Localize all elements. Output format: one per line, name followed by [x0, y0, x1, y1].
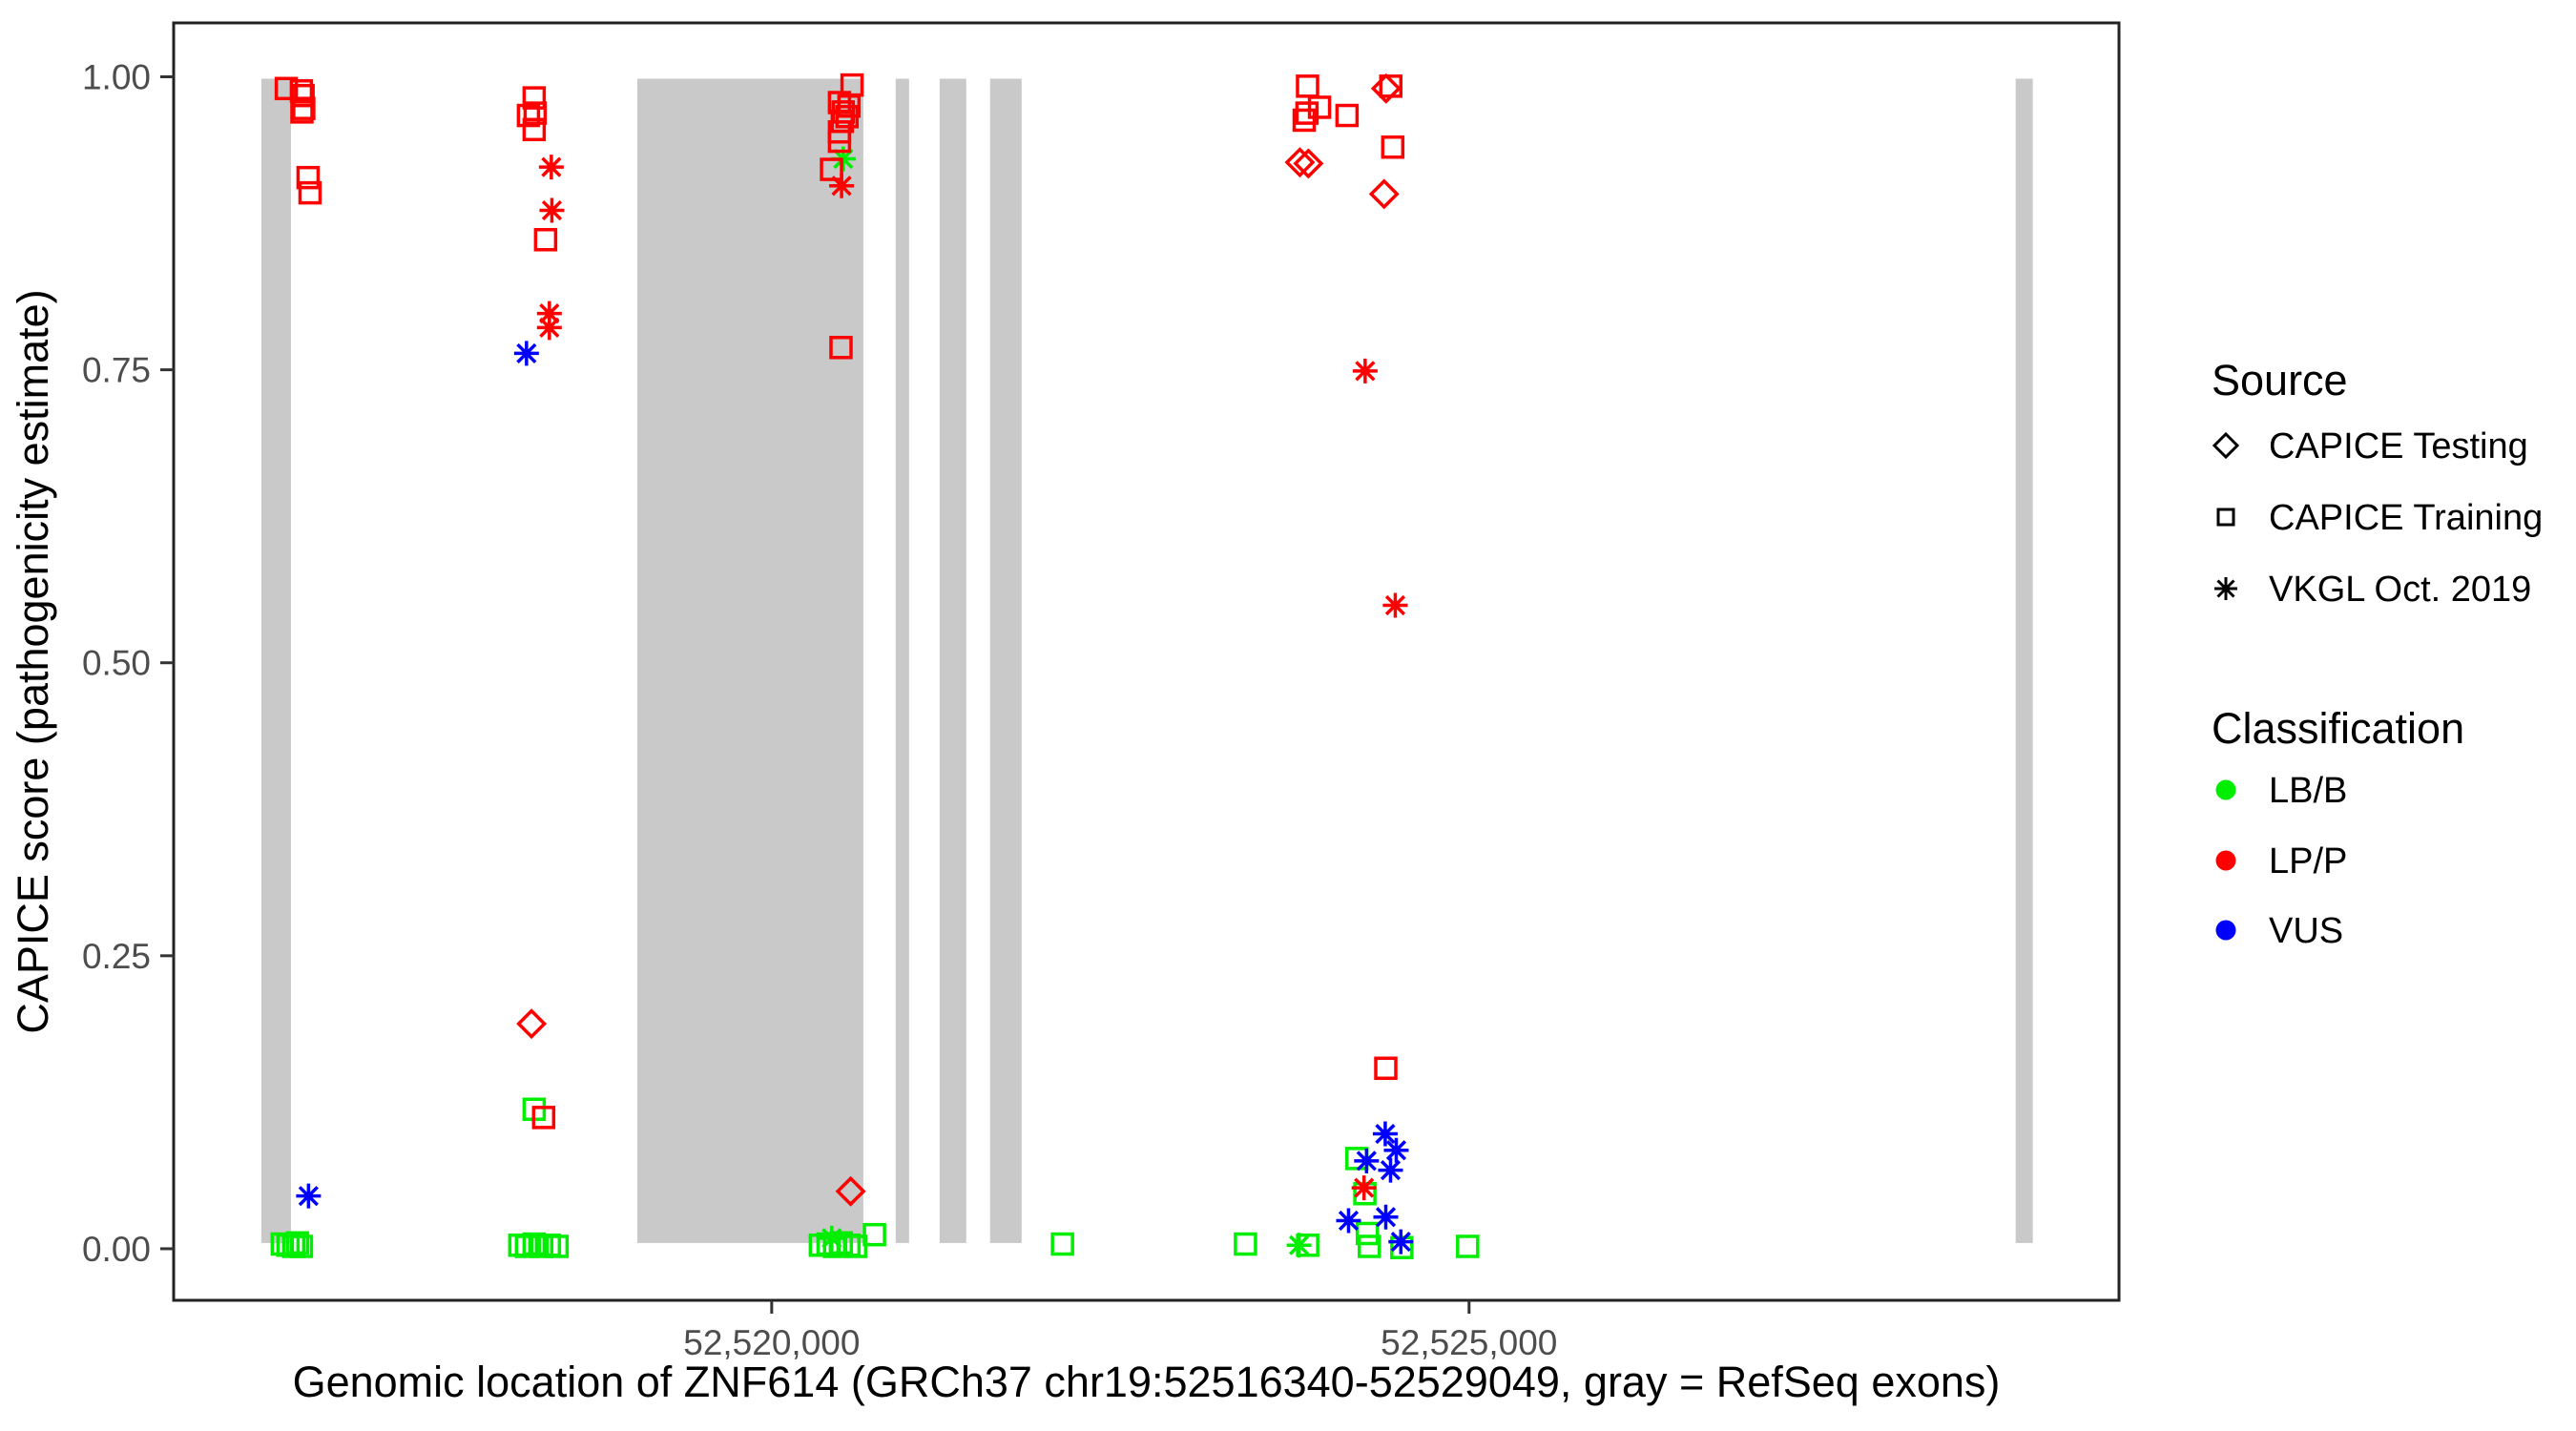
data-point-square	[522, 86, 547, 110]
data-point-square	[292, 96, 316, 120]
refseq-exon-bar	[895, 78, 909, 1243]
legend-source-item-label: CAPICE Testing	[2269, 426, 2528, 467]
data-point-asterisk	[1378, 1157, 1403, 1183]
data-point-square	[274, 76, 299, 101]
legend-classification-item-label: LP/P	[2269, 841, 2347, 881]
y-axis-tick-label: 0.00	[82, 1230, 151, 1269]
x-axis-tick-label: 52,520,000	[683, 1323, 860, 1362]
y-axis-tick-label: 0.25	[82, 937, 151, 976]
data-point-asterisk	[513, 341, 539, 366]
data-point-square	[1374, 1056, 1398, 1081]
data-point-square	[522, 1232, 547, 1256]
legend-classification-title: Classification	[2212, 704, 2464, 753]
data-point-square	[531, 1106, 556, 1130]
y-axis-title: CAPICE score (pathogenicity estimate)	[9, 289, 57, 1033]
legend-source-title: Source	[2212, 356, 2348, 404]
data-point-asterisk	[1351, 1175, 1377, 1201]
data-point-asterisk	[829, 173, 855, 198]
data-point-asterisk	[296, 1183, 322, 1209]
data-point-square	[1381, 135, 1405, 159]
data-point-asterisk	[1354, 1148, 1380, 1173]
data-point-asterisk	[1382, 592, 1408, 618]
data-point-asterisk	[1352, 358, 1378, 384]
data-point-square	[1295, 101, 1319, 125]
data-point-diamond	[835, 1175, 866, 1207]
data-point-diamond	[1370, 73, 1402, 104]
legend-square-icon	[2216, 508, 2235, 527]
legend-diamond-icon	[2212, 431, 2240, 460]
data-point-square	[1307, 95, 1332, 119]
data-point-asterisk	[536, 301, 562, 326]
x-axis-title: Genomic location of ZNF614 (GRCh37 chr19…	[293, 1358, 2001, 1406]
data-point-square	[289, 1234, 314, 1258]
data-point-square	[298, 180, 322, 205]
data-point-square	[820, 157, 843, 181]
legend-classification-item-label: LB/B	[2269, 771, 2347, 811]
data-point-square	[514, 1234, 539, 1258]
data-point-asterisk	[830, 146, 856, 172]
data-point-asterisk	[1388, 1229, 1414, 1255]
y-axis-tick-label: 1.00	[82, 58, 151, 97]
data-point-square	[533, 228, 558, 252]
data-point-square	[829, 336, 853, 360]
data-point-square	[1456, 1234, 1480, 1258]
refseq-exon-bar	[989, 78, 1022, 1243]
x-axis-tick-label: 52,525,000	[1381, 1323, 1557, 1362]
data-point-square	[862, 1222, 886, 1247]
data-point-square	[545, 1234, 570, 1258]
data-point-square	[1296, 1234, 1319, 1257]
data-point-asterisk	[1336, 1208, 1361, 1234]
data-point-square	[1296, 74, 1319, 98]
data-point-square	[1335, 103, 1360, 128]
data-point-asterisk	[1383, 1137, 1409, 1163]
refseq-exon-bar	[2015, 78, 2033, 1243]
legend-source-item-label: VKGL Oct. 2019	[2269, 570, 2531, 610]
legend-classification-item-label: VUS	[2269, 911, 2343, 951]
data-point-square	[296, 165, 321, 190]
data-point-asterisk	[1373, 1204, 1399, 1230]
legend-asterisk-icon	[2214, 577, 2237, 600]
data-point-square	[1234, 1232, 1257, 1256]
data-point-diamond	[1293, 148, 1324, 179]
data-point-square	[1358, 1234, 1381, 1258]
refseq-exon-bar	[636, 78, 863, 1243]
data-point-square	[835, 105, 860, 129]
data-point-square	[516, 103, 541, 128]
refseq-exon-bar	[260, 78, 291, 1243]
data-point-asterisk	[539, 197, 565, 223]
legend-color-dot-icon	[2215, 850, 2236, 871]
legend-color-dot-icon	[2215, 920, 2236, 941]
data-point-square	[1355, 1221, 1380, 1246]
data-point-asterisk	[538, 155, 564, 180]
data-point-square	[1292, 108, 1317, 133]
data-point-square	[827, 129, 852, 154]
data-point-diamond	[516, 1008, 548, 1040]
data-point-square	[523, 101, 548, 125]
y-axis-tick-label: 0.50	[82, 644, 151, 683]
legend-source-item-label: CAPICE Training	[2269, 498, 2543, 538]
data-point-square	[843, 1234, 868, 1258]
data-point-square	[1379, 74, 1403, 98]
legend-color-dot-icon	[2215, 779, 2236, 800]
data-point-square	[285, 1231, 310, 1255]
data-point-diamond	[1368, 178, 1400, 210]
data-point-square	[522, 117, 547, 142]
data-point-square	[291, 83, 315, 108]
data-point-square	[1050, 1232, 1074, 1256]
data-point-asterisk	[536, 315, 562, 341]
refseq-exon-bar	[939, 78, 966, 1243]
data-point-square	[290, 100, 314, 124]
data-point-asterisk	[1372, 1121, 1398, 1147]
data-point-diamond	[1284, 147, 1316, 178]
y-axis-tick-label: 0.75	[82, 351, 151, 390]
data-point-asterisk	[819, 1225, 844, 1251]
